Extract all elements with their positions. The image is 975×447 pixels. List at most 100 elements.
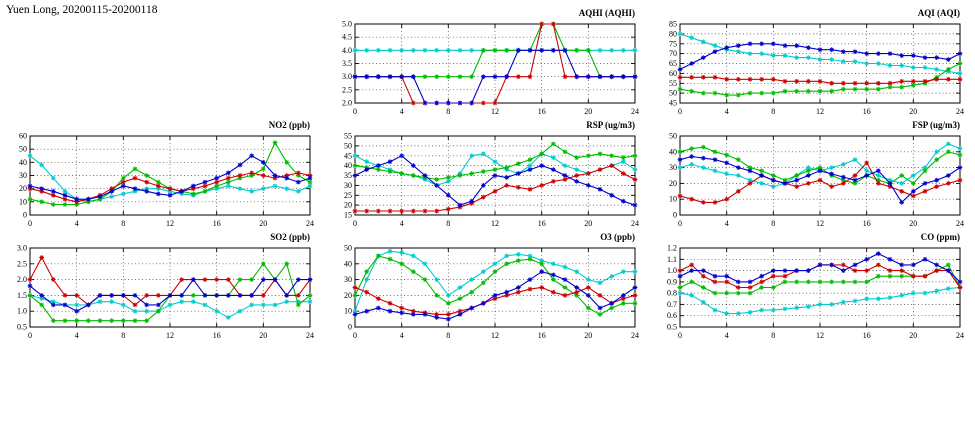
svg-text:15: 15: [344, 211, 352, 220]
svg-text:16: 16: [863, 331, 871, 340]
chart-title-no2: NO2 (ppb): [268, 120, 310, 130]
svg-text:12: 12: [816, 331, 824, 340]
svg-text:50: 50: [669, 132, 677, 141]
svg-text:3.5: 3.5: [342, 59, 352, 68]
o3-plot: 0 10 20 30 40 50 0 4 8 12 16 20 24: [344, 244, 639, 341]
svg-text:4: 4: [75, 219, 79, 228]
svg-text:0: 0: [348, 323, 352, 332]
svg-text:30: 30: [344, 275, 352, 284]
chart-cell-fsp: FSP (ug/m3) 0 10 20 30 40 50 0 4 8 12 16 20 24: [650, 120, 975, 232]
svg-text:20: 20: [909, 219, 917, 228]
svg-text:20: 20: [669, 179, 677, 188]
svg-text:2.5: 2.5: [17, 259, 27, 268]
svg-text:16: 16: [863, 107, 871, 116]
svg-text:0.6: 0.6: [667, 311, 677, 320]
svg-text:10: 10: [669, 195, 677, 204]
svg-text:20: 20: [344, 291, 352, 300]
svg-text:3.0: 3.0: [17, 244, 27, 253]
svg-text:4: 4: [400, 107, 404, 116]
svg-text:12: 12: [491, 107, 499, 116]
svg-text:16: 16: [538, 219, 546, 228]
svg-text:0: 0: [23, 211, 27, 220]
svg-text:16: 16: [538, 331, 546, 340]
svg-text:45: 45: [669, 99, 677, 108]
svg-text:0: 0: [28, 331, 32, 340]
svg-text:0: 0: [353, 331, 357, 340]
svg-text:24: 24: [631, 107, 639, 116]
svg-text:8: 8: [771, 219, 775, 228]
svg-text:40: 40: [19, 158, 27, 167]
svg-text:12: 12: [166, 219, 174, 228]
svg-text:40: 40: [344, 259, 352, 268]
svg-text:0.5: 0.5: [667, 323, 677, 332]
svg-text:50: 50: [344, 141, 352, 150]
svg-text:4.5: 4.5: [342, 33, 352, 42]
charts-grid: AQHI (AQHI) 2.0 2.5 3.0 3.5 4.0 4.5 5.0 0 4 8 12 16…: [0, 8, 975, 344]
svg-text:10: 10: [344, 307, 352, 316]
svg-text:4: 4: [400, 331, 404, 340]
svg-text:70: 70: [669, 49, 677, 58]
svg-text:24: 24: [631, 331, 639, 340]
chart-cell-aqhi: AQHI (AQHI) 2.0 2.5 3.0 3.5 4.0 4.5 5.0 0 4 8 12 16…: [325, 8, 650, 120]
no2-plot: 0 10 20 30 40 50 60 0 4 8 12 16 20 24: [19, 132, 314, 229]
svg-text:85: 85: [669, 20, 677, 29]
svg-text:65: 65: [669, 59, 677, 68]
svg-text:0: 0: [678, 331, 682, 340]
aqhi-plot: 2.0 2.5 3.0 3.5 4.0 4.5 5.0 0 4 8 12 16 20 24: [342, 20, 639, 117]
svg-text:24: 24: [956, 107, 964, 116]
svg-text:20: 20: [909, 107, 917, 116]
svg-text:45: 45: [344, 151, 352, 160]
svg-text:20: 20: [584, 107, 592, 116]
svg-text:8: 8: [446, 219, 450, 228]
svg-text:55: 55: [344, 132, 352, 141]
svg-text:1.0: 1.0: [17, 307, 27, 316]
spacer-cell: [0, 8, 325, 120]
page-title: Yuen Long, 20200115-20200118: [6, 4, 158, 16]
svg-text:1.5: 1.5: [17, 291, 27, 300]
svg-text:35: 35: [344, 171, 352, 180]
chart-cell-rsp: RSP (ug/m3) 15 20 25 30 35 40 45 50 55 0 4 8 12 16 20 2…: [325, 120, 650, 232]
svg-text:20: 20: [259, 219, 267, 228]
svg-text:20: 20: [344, 201, 352, 210]
svg-text:0.9: 0.9: [667, 277, 677, 286]
svg-text:50: 50: [669, 89, 677, 98]
svg-text:30: 30: [344, 181, 352, 190]
svg-text:50: 50: [19, 145, 27, 154]
svg-text:1.2: 1.2: [667, 244, 677, 253]
chart-cell-co: CO (ppm) 0.5 0.6 0.7 0.8 0.9 1.0 1.1 1.2 0 4 8 12 16…: [650, 232, 975, 344]
svg-text:0: 0: [673, 211, 677, 220]
svg-text:40: 40: [344, 161, 352, 170]
so2-plot: 0.5 1.0 1.5 2.0 2.5 3.0 0 4 8 12 16 20 24: [17, 244, 314, 341]
svg-text:0: 0: [353, 107, 357, 116]
svg-text:24: 24: [631, 219, 639, 228]
svg-text:4: 4: [400, 219, 404, 228]
svg-text:12: 12: [491, 331, 499, 340]
svg-text:1.1: 1.1: [667, 255, 677, 264]
chart-title-o3: O3 (ppb): [600, 232, 635, 242]
svg-text:20: 20: [259, 331, 267, 340]
svg-text:24: 24: [956, 219, 964, 228]
svg-text:30: 30: [19, 171, 27, 180]
chart-cell-so2: SO2 (ppb) 0.5 1.0 1.5 2.0 2.5 3.0 0 4 8 12 16 20 24: [0, 232, 325, 344]
svg-text:16: 16: [863, 219, 871, 228]
svg-text:20: 20: [584, 219, 592, 228]
svg-text:16: 16: [538, 107, 546, 116]
svg-text:80: 80: [669, 29, 677, 38]
svg-text:0.8: 0.8: [667, 289, 677, 298]
svg-text:25: 25: [344, 191, 352, 200]
svg-text:30: 30: [669, 163, 677, 172]
svg-text:60: 60: [19, 132, 27, 141]
svg-text:4: 4: [725, 107, 729, 116]
svg-text:1.0: 1.0: [667, 266, 677, 275]
chart-title-co: CO (ppm): [920, 232, 960, 242]
svg-text:12: 12: [166, 331, 174, 340]
svg-text:8: 8: [446, 107, 450, 116]
svg-text:2.0: 2.0: [342, 99, 352, 108]
svg-text:16: 16: [213, 219, 221, 228]
chart-title-so2: SO2 (ppb): [270, 232, 310, 242]
svg-text:4: 4: [75, 331, 79, 340]
chart-cell-o3: O3 (ppb) 0 10 20 30 40 50 0 4 8 12 16 20 24: [325, 232, 650, 344]
svg-text:0: 0: [678, 219, 682, 228]
